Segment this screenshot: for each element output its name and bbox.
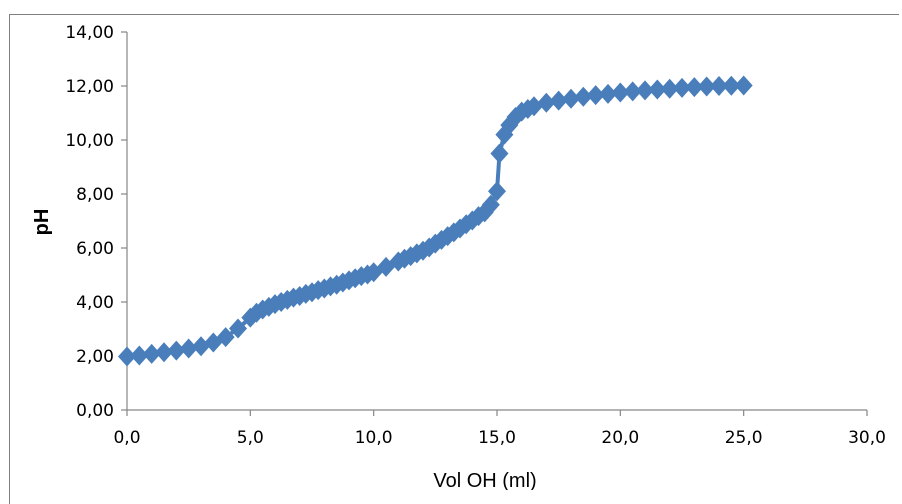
axes [121,31,868,416]
x-tick-label: 20,0 [601,428,639,448]
y-tick-label: 0,00 [76,401,114,421]
data-point [611,82,630,103]
x-axis-title: Vol OH (ml) [433,470,536,490]
data-points [118,75,753,367]
x-tick-label: 0,0 [113,428,140,448]
y-tick-label: 6,00 [76,239,114,259]
data-point [722,75,741,96]
y-tick-label: 10,00 [65,131,114,151]
data-point [130,345,149,366]
x-tick-label: 25,0 [725,428,763,448]
data-point [229,318,247,339]
x-tick-label: 15,0 [478,428,516,448]
data-point [636,80,654,101]
data-point [118,346,136,367]
data-point [490,143,509,164]
chart-frame [9,14,899,504]
data-point [481,194,500,215]
data-point [537,92,556,113]
y-tick-label: 8,00 [76,185,114,205]
titration-chart: 0,00 2,00 4,00 6,00 8,00 10,00 12,00 14,00 0,0 5,… [31,23,886,490]
y-tick-label: 14,00 [65,23,114,43]
data-point [685,77,704,98]
data-point [488,181,506,202]
y-tick-label: 2,00 [76,347,114,367]
y-tick-label: 12,00 [65,77,114,97]
data-point [495,124,514,145]
data-point [179,338,198,359]
data-point [648,79,667,100]
x-tick-label: 10,0 [355,428,393,448]
series-line [126,83,744,359]
data-point [525,96,543,117]
data-point [697,76,716,97]
data-point [167,340,186,361]
data-point [142,343,161,364]
x-tick-label: 5,0 [237,428,264,448]
data-point [562,88,580,109]
tick-labels: 0,00 2,00 4,00 6,00 8,00 10,00 12,00 14,00 0,0 5,… [65,23,886,448]
data-point [599,83,617,104]
data-point [734,75,753,96]
data-point [623,81,642,102]
data-point [216,327,235,348]
data-point [586,85,605,106]
data-point [574,86,593,107]
y-axis-title: pH [31,209,53,236]
y-tick-label: 4,00 [76,293,114,313]
data-point [710,76,728,96]
data-point [155,342,173,363]
x-tick-label: 30,0 [848,428,886,448]
data-point [241,307,260,328]
data-point [673,77,691,98]
data-point [660,78,679,99]
data-point [549,90,568,111]
